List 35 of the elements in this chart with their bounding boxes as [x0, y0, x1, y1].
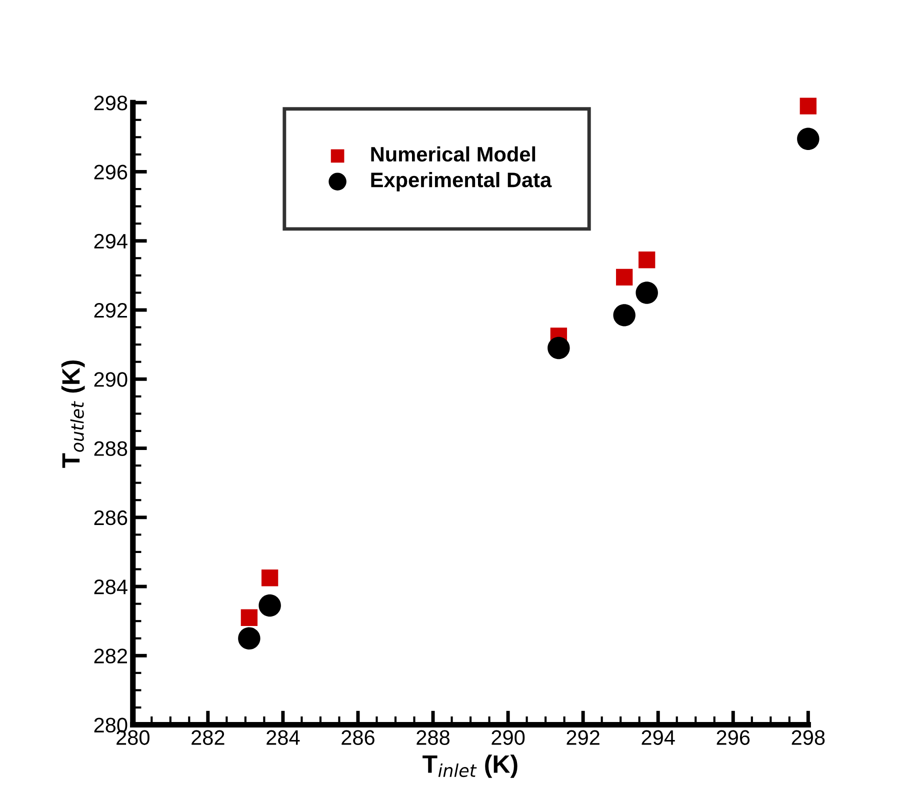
- x-tick-label: 292: [566, 730, 600, 745]
- x-tick-label: 284: [266, 730, 300, 745]
- x-tick-label: 290: [492, 730, 525, 745]
- x-axis-title: T$_{inlet}$ (K): [422, 754, 518, 778]
- x-tick-label: 288: [416, 730, 450, 745]
- point: [261, 570, 278, 586]
- x-tick-label: 280: [116, 730, 150, 745]
- point: [258, 594, 281, 617]
- y-tick-label: 298: [94, 96, 128, 110]
- y-tick-label: 294: [94, 234, 128, 249]
- point: [638, 252, 656, 268]
- x-tick-label: 296: [716, 730, 750, 745]
- point: [636, 282, 658, 304]
- y-tick-label: 292: [94, 303, 127, 318]
- x-tick-label: 294: [642, 730, 675, 745]
- x-tick-label: 298: [792, 730, 825, 745]
- y-tick-label: 282: [94, 648, 127, 664]
- point: [800, 98, 817, 114]
- point: [240, 609, 258, 626]
- point: [238, 627, 260, 650]
- y-tick-label: 296: [94, 164, 128, 180]
- legend-label: Numerical Model: [371, 146, 536, 162]
- y-tick-label: 290: [94, 372, 128, 387]
- y-tick-label: 280: [94, 718, 128, 733]
- point: [797, 128, 820, 150]
- x-tick-label: 286: [342, 730, 374, 745]
- point: [548, 336, 570, 360]
- y-tick-label: 288: [94, 441, 128, 456]
- point: [613, 304, 636, 326]
- legend-label: Experimental Data: [371, 172, 552, 192]
- y-tick-label: 286: [94, 510, 128, 526]
- y-tick-label: 284: [94, 580, 128, 594]
- x-tick-label: 282: [192, 730, 224, 745]
- y-axis-title: T$_{outlet}$ (K): [61, 360, 85, 468]
- point: [616, 268, 633, 286]
